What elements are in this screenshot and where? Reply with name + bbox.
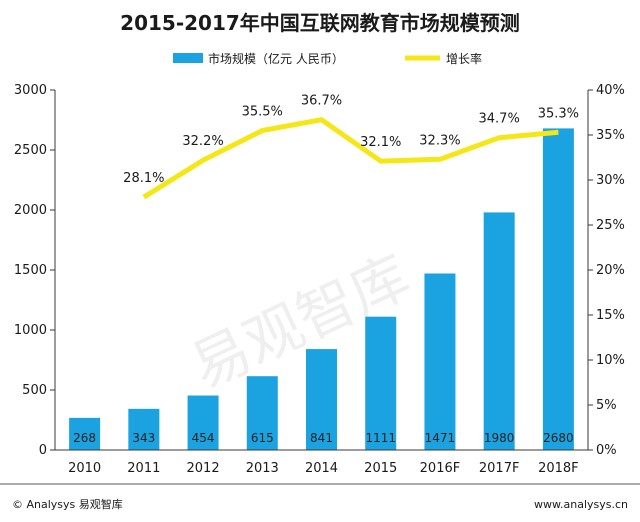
bar-value-label: 615 <box>251 431 274 445</box>
footer-website: www.analysys.cn <box>534 498 628 511</box>
bar <box>69 417 101 450</box>
x-tick-label: 2015 <box>364 461 397 476</box>
legend-label-bar: 市场规模（亿元 人民币） <box>208 51 344 66</box>
y-right-tick-label: 10% <box>596 353 625 368</box>
bar <box>128 408 160 450</box>
y-right-tick-label: 20% <box>596 263 625 278</box>
x-tick-label: 2013 <box>246 461 279 476</box>
x-tick-label: 2018F <box>538 461 579 476</box>
y-right-tick-label: 5% <box>596 398 617 413</box>
growth-rate-label: 32.2% <box>182 134 223 149</box>
bar-value-label: 1980 <box>484 431 515 445</box>
bar <box>424 273 456 450</box>
growth-rate-label: 34.7% <box>479 112 520 127</box>
growth-rate-label: 32.3% <box>419 133 460 148</box>
legend: 市场规模（亿元 人民币） 增长率 <box>173 51 482 66</box>
x-tick-label: 2017F <box>479 461 520 476</box>
growth-rate-label: 36.7% <box>301 94 342 109</box>
y-left-tick-label: 2500 <box>14 143 47 158</box>
y-left-tick-label: 3000 <box>14 83 47 98</box>
legend-label-line: 增长率 <box>446 51 482 66</box>
bar-value-label: 2680 <box>543 431 574 445</box>
y-left-tick-label: 0 <box>39 443 47 458</box>
y-right-tick-label: 25% <box>596 218 625 233</box>
x-tick-label: 2016F <box>420 461 461 476</box>
y-left-tick-label: 1000 <box>14 323 47 338</box>
bar-value-label: 343 <box>132 431 155 445</box>
x-tick-label: 2014 <box>305 461 338 476</box>
x-tick-label: 2011 <box>127 461 160 476</box>
y-left-tick-label: 2000 <box>14 203 47 218</box>
legend-swatch-bar <box>173 53 203 63</box>
bar-value-label: 841 <box>310 431 333 445</box>
y-right-tick-label: 15% <box>596 308 625 323</box>
y-left-tick-label: 500 <box>22 383 47 398</box>
x-tick-label: 2010 <box>68 461 101 476</box>
y-right-tick-label: 0% <box>596 443 617 458</box>
growth-rate-label: 35.3% <box>538 106 579 121</box>
bar-value-label: 454 <box>192 431 215 445</box>
plot-area: 268 343 454 615 841 1111 1471 1980 2680 0 500 1000 1… <box>14 83 625 476</box>
bar <box>365 316 397 450</box>
bar <box>306 349 337 450</box>
chart-title: 2015-2017年中国互联网教育市场规模预测 <box>120 11 520 35</box>
y-right-tick-label: 40% <box>596 83 625 98</box>
growth-rate-line <box>142 117 559 200</box>
bar <box>542 128 574 450</box>
bar-value-label: 1111 <box>365 431 396 445</box>
growth-rate-label: 28.1% <box>123 171 164 186</box>
bar-value-label: 268 <box>73 431 96 445</box>
y-right-tick-label: 30% <box>596 173 625 188</box>
growth-rate-label: 32.1% <box>360 135 401 150</box>
x-tick-label: 2012 <box>187 461 220 476</box>
bar-value-label: 1471 <box>425 431 456 445</box>
footer-copyright: © Analysys 易观智库 <box>12 497 123 511</box>
growth-rate-label: 35.5% <box>242 105 283 120</box>
bar <box>187 395 219 450</box>
bar <box>483 212 515 450</box>
y-right-tick-label: 35% <box>596 128 625 143</box>
y-left-tick-label: 1500 <box>14 263 47 278</box>
bar <box>246 376 278 450</box>
